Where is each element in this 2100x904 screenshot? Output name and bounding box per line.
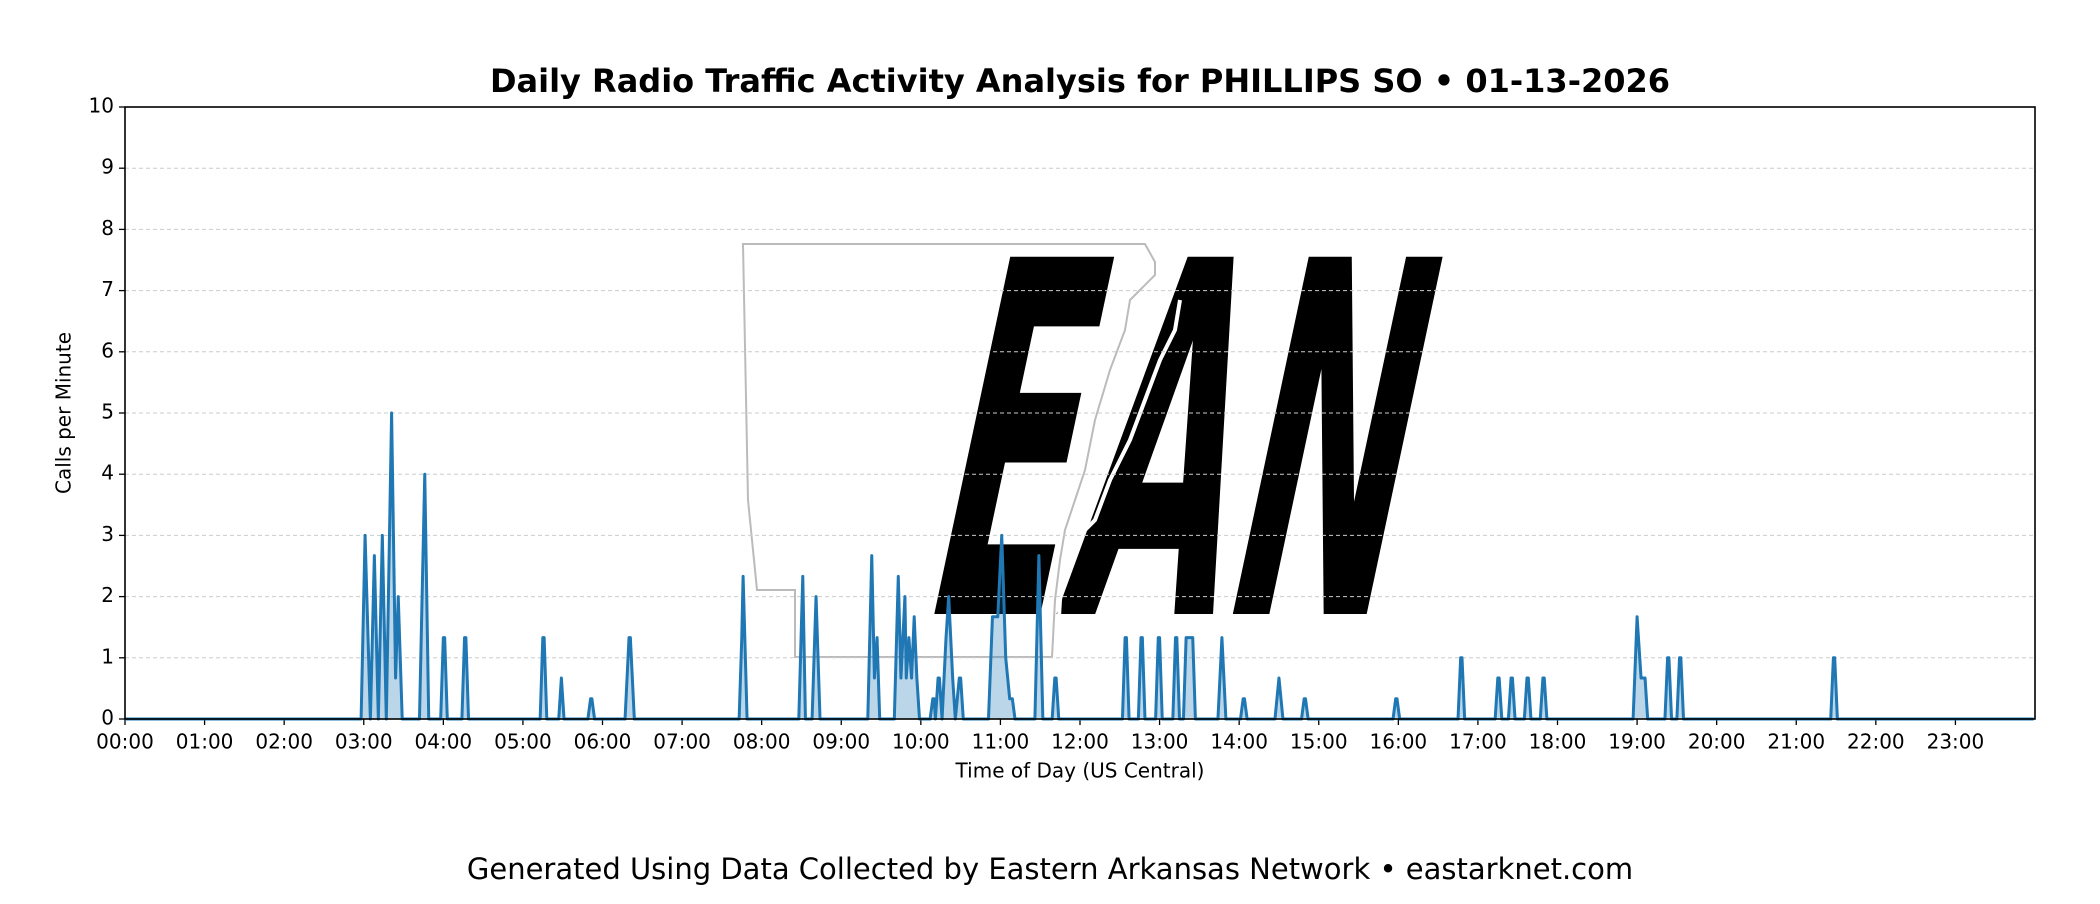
y-tick-label: 8 (101, 216, 114, 240)
x-tick-label: 15:00 (1290, 730, 1348, 754)
x-tick-label: 07:00 (653, 730, 711, 754)
x-tick-label: 09:00 (812, 730, 870, 754)
y-tick-label: 4 (101, 461, 114, 485)
y-tick-label: 7 (101, 277, 114, 301)
x-tick-label: 06:00 (574, 730, 632, 754)
x-tick-label: 13:00 (1131, 730, 1189, 754)
x-tick-label: 22:00 (1847, 730, 1905, 754)
x-tick-label: 10:00 (892, 730, 950, 754)
x-tick-label: 08:00 (733, 730, 791, 754)
x-tick-label: 16:00 (1370, 730, 1428, 754)
y-tick-label: 6 (101, 338, 114, 362)
x-tick-label: 12:00 (1051, 730, 1109, 754)
y-tick-label: 9 (101, 155, 114, 179)
y-tick-label: 1 (101, 644, 114, 668)
y-axis-label: Calls per Minute (52, 332, 76, 494)
x-tick-label: 05:00 (494, 730, 552, 754)
x-tick-label: 14:00 (1210, 730, 1268, 754)
y-tick-label: 5 (101, 400, 114, 424)
x-tick-label: 20:00 (1688, 730, 1746, 754)
plot-frame (124, 106, 2036, 720)
x-tick-label: 04:00 (415, 730, 473, 754)
y-tick-label: 0 (101, 706, 114, 730)
chart-title: Daily Radio Traffic Activity Analysis fo… (490, 62, 1670, 100)
state-outline (741, 243, 1156, 658)
x-tick-label: 18:00 (1529, 730, 1587, 754)
x-tick-label: 01:00 (176, 730, 234, 754)
x-tick-label: 19:00 (1608, 730, 1666, 754)
y-tick-label: 2 (101, 583, 114, 607)
x-tick-label: 03:00 (335, 730, 393, 754)
river (1055, 299, 1182, 651)
x-tick-label: 11:00 (972, 730, 1030, 754)
footer: Generated Using Data Collected by Easter… (467, 852, 1633, 886)
y-tick-label: 3 (101, 522, 114, 546)
x-axis-label: Time of Day (US Central) (955, 759, 1205, 783)
x-tick-label: 17:00 (1449, 730, 1507, 754)
x-tick-label: 00:00 (96, 730, 154, 754)
y-tick-label: 10 (89, 94, 114, 118)
line (125, 411, 2034, 721)
x-tick-label: 23:00 (1927, 730, 1985, 754)
x-tick-label: 02:00 (255, 730, 313, 754)
x-tick-label: 21:00 (1767, 730, 1825, 754)
